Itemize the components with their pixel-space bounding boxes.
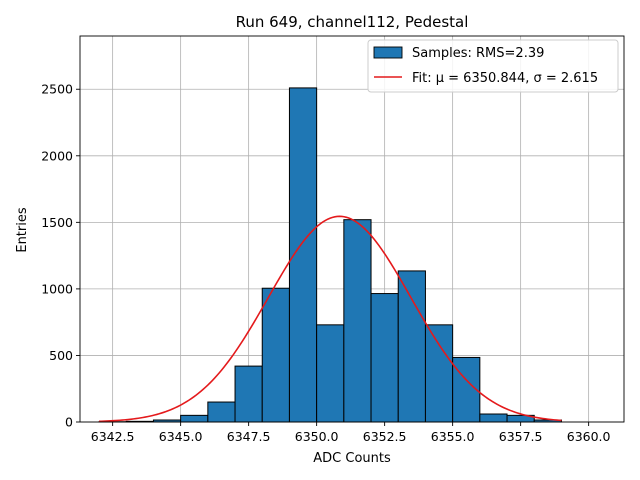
x-tick-label: 6357.5 bbox=[499, 429, 543, 444]
chart-title: Run 649, channel112, Pedestal bbox=[236, 13, 469, 31]
x-tick-label: 6347.5 bbox=[227, 429, 271, 444]
histogram-bar bbox=[316, 324, 345, 423]
histogram-bars bbox=[98, 87, 562, 423]
histogram-bar bbox=[207, 401, 236, 423]
histogram-bar bbox=[180, 414, 209, 423]
y-tick-label: 1000 bbox=[41, 281, 73, 296]
histogram-bar bbox=[261, 287, 290, 423]
x-tick-label: 6350.0 bbox=[295, 429, 339, 444]
x-tick-label: 6360.0 bbox=[567, 429, 611, 444]
legend-swatch-histogram bbox=[373, 46, 403, 59]
legend: Samples: RMS=2.39 Fit: μ = 6350.844, σ =… bbox=[367, 39, 619, 93]
plot-area-frame bbox=[79, 35, 625, 423]
histogram-bar bbox=[288, 87, 318, 423]
y-tick-label: 0 bbox=[65, 415, 73, 430]
legend-box bbox=[367, 39, 619, 93]
histogram-bar bbox=[397, 270, 426, 423]
histogram-bar bbox=[370, 293, 399, 423]
legend-label-fit: Fit: μ = 6350.844, σ = 2.615 bbox=[412, 71, 598, 86]
x-tick-label: 6355.0 bbox=[431, 429, 475, 444]
y-tick-label: 2000 bbox=[41, 148, 73, 163]
legend-label-histogram: Samples: RMS=2.39 bbox=[412, 46, 544, 61]
histogram-bar bbox=[343, 219, 372, 423]
x-axis-ticks: 6342.5 6345.0 6347.5 6350.0 6352.5 6355.0 6357… bbox=[91, 422, 611, 444]
x-tick-label: 6352.5 bbox=[363, 429, 407, 444]
y-axis-label: Entries bbox=[15, 207, 30, 253]
y-tick-label: 500 bbox=[49, 348, 73, 363]
gaussian-fit-curve bbox=[99, 215, 562, 423]
histogram-bar bbox=[234, 365, 263, 423]
y-tick-label: 1500 bbox=[41, 215, 73, 230]
y-axis-ticks: 0 500 1000 1500 2000 2500 bbox=[41, 82, 80, 430]
y-tick-label: 2500 bbox=[41, 82, 73, 97]
histogram-bar bbox=[424, 324, 454, 423]
x-tick-label: 6345.0 bbox=[159, 429, 203, 444]
x-axis-label: ADC Counts bbox=[313, 451, 391, 466]
histogram-bar bbox=[479, 413, 508, 423]
x-tick-label: 6342.5 bbox=[91, 429, 135, 444]
